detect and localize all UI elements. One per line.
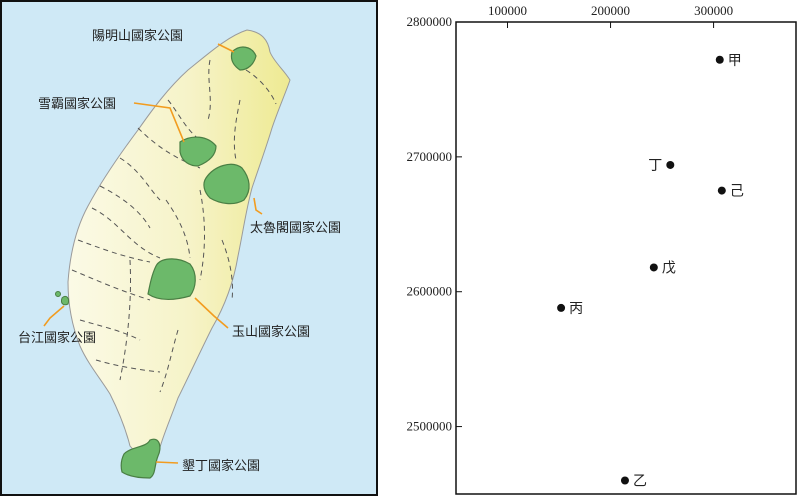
point-label: 乙 (633, 474, 647, 490)
x-tick-label: 300000 (694, 3, 733, 18)
y-tick-label: 2800000 (407, 14, 453, 29)
islet (55, 291, 61, 297)
x-tick-label: 200000 (591, 3, 630, 18)
shei-pa-park-shape (179, 136, 217, 167)
point-marker (649, 263, 658, 272)
point-marker (666, 160, 675, 169)
point-marker (715, 55, 724, 64)
yangmingshan-park-shape (230, 46, 257, 71)
y-tick-label: 2700000 (407, 149, 453, 164)
point-label: 丙 (569, 301, 583, 317)
point-marker (557, 303, 566, 312)
park-label-yangmingshan: 陽明山國家公園 (92, 28, 183, 44)
kenting-park-shape (120, 438, 161, 479)
park-label-shei-pa: 雪霸國家公園 (38, 96, 116, 112)
taiwan-national-parks-map: 陽明山國家公園 雪霸國家公園 太魯閣國家公園 玉山國家公園 台江國家公園 墾丁國… (0, 0, 380, 498)
point-marker (717, 186, 726, 195)
y-tick-label: 2600000 (407, 284, 453, 299)
park-label-kenting: 墾丁國家公園 (182, 458, 260, 474)
county-boundaries (71, 59, 277, 393)
plot-svg: 100000 200000 300000 2800000 2700000 2600000… (407, 3, 797, 495)
park-label-taroko: 太魯閣國家公園 (250, 220, 341, 236)
plot-frame (455, 21, 797, 495)
x-tick-label: 100000 (488, 3, 527, 18)
leader-lines (43, 43, 263, 464)
taroko-park-shape (203, 163, 250, 205)
point-label: 戊 (662, 260, 676, 276)
park-label-taijiang: 台江國家公園 (18, 330, 96, 346)
y-tick-label: 2500000 (407, 419, 453, 434)
coordinate-plot: 100000 200000 300000 2800000 2700000 2600000… (380, 0, 800, 498)
point-label: 己 (730, 184, 744, 200)
point-label: 丁 (648, 158, 662, 174)
park-label-yushan: 玉山國家公園 (232, 324, 310, 340)
map-svg: 陽明山國家公園 雪霸國家公園 太魯閣國家公園 玉山國家公園 台江國家公園 墾丁國… (0, 0, 378, 496)
y-axis: 2800000 2700000 2600000 2500000 (407, 14, 462, 434)
yushan-park-shape (147, 258, 196, 301)
islet (61, 295, 69, 306)
point-label: 甲 (728, 53, 742, 69)
point-marker (620, 476, 629, 485)
x-axis: 100000 200000 300000 (488, 3, 733, 28)
